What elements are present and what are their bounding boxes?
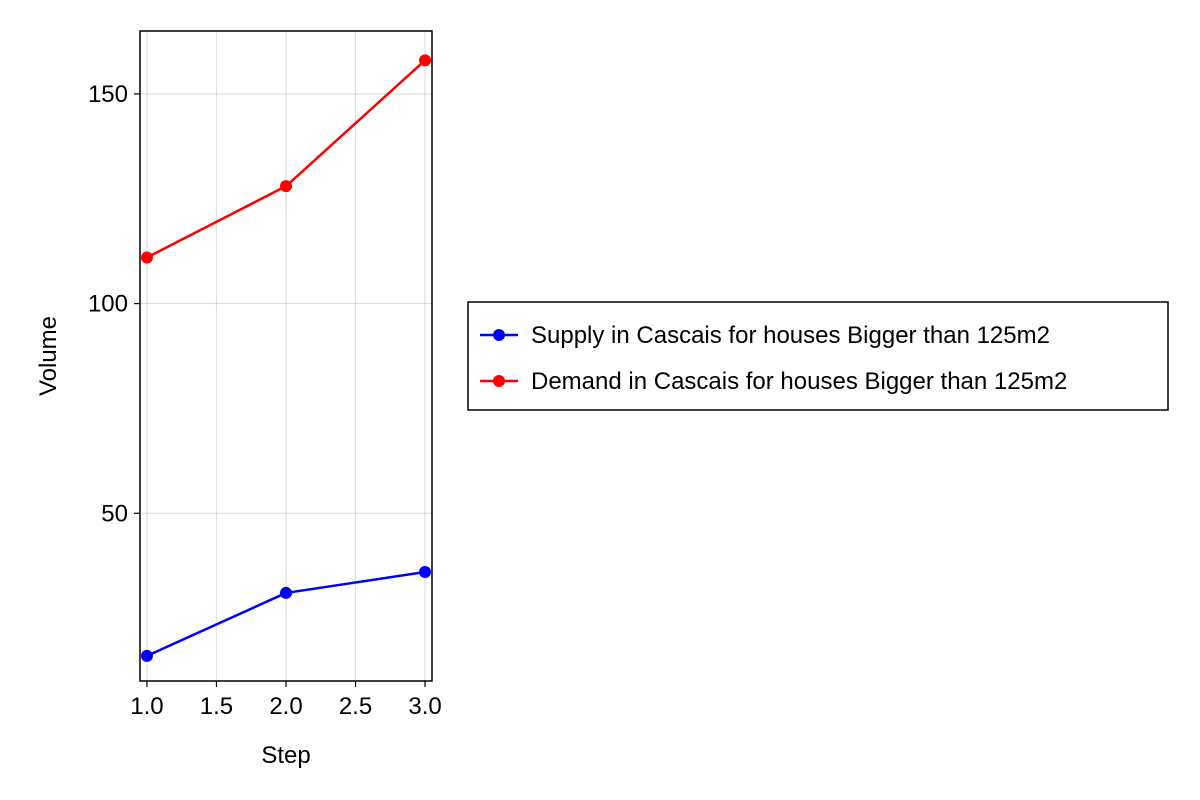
x-tick-label: 1.0 <box>130 693 163 720</box>
x-tick-label: 2.5 <box>339 693 372 720</box>
series-0 <box>140 565 432 662</box>
legend-swatch-marker <box>493 375 505 387</box>
y-tick-label: 100 <box>88 291 128 318</box>
legend-items: Supply in Cascais for houses Bigger than… <box>480 322 1067 395</box>
series-1 <box>140 54 432 264</box>
data-point <box>140 251 153 264</box>
x-tick-label: 1.5 <box>200 693 233 720</box>
legend-item-0: Supply in Cascais for houses Bigger than… <box>480 322 1050 349</box>
y-axis-title: Volume <box>35 316 62 396</box>
axis-ticks: 1.0 1.5 2.0 2.5 3.0 50 100 150 <box>88 81 442 720</box>
data-point <box>280 180 292 193</box>
data-point <box>280 586 292 599</box>
series <box>140 54 432 662</box>
data-point <box>419 565 432 578</box>
y-tick-label: 150 <box>88 81 128 108</box>
y-tick-label: 50 <box>101 500 128 527</box>
x-tick-label: 2.0 <box>269 693 302 720</box>
legend: Supply in Cascais for houses Bigger than… <box>467 301 1169 411</box>
data-point <box>140 649 153 662</box>
legend-item-1: Demand in Cascais for houses Bigger than… <box>480 368 1067 395</box>
x-tick-label: 3.0 <box>408 693 441 720</box>
legend-box <box>467 301 1169 411</box>
legend-label: Supply in Cascais for houses Bigger than… <box>531 322 1050 349</box>
legend-label: Demand in Cascais for houses Bigger than… <box>531 368 1067 395</box>
data-point <box>419 54 432 67</box>
x-axis-title: Step <box>261 742 310 769</box>
grid <box>140 31 432 681</box>
legend-swatch-marker <box>493 329 505 341</box>
